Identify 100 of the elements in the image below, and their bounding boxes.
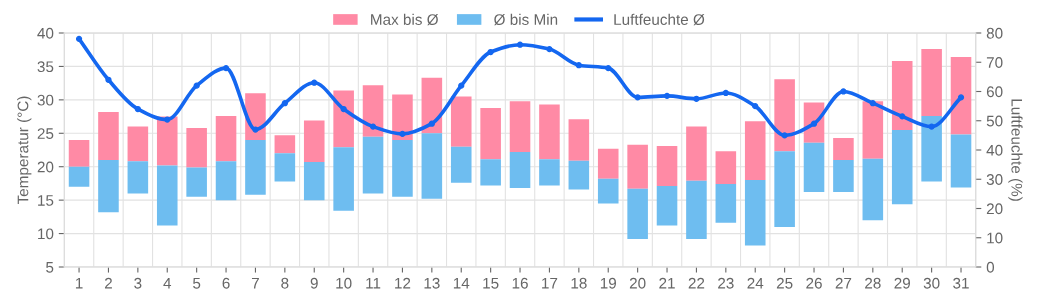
bar <box>98 160 119 213</box>
point <box>487 48 494 56</box>
point <box>516 41 524 48</box>
point <box>663 92 671 100</box>
bar <box>156 116 178 166</box>
legend-label: Max bis Ø <box>371 13 439 26</box>
y-axis-title: Temperatur (°C) <box>17 96 32 205</box>
bar <box>303 120 325 163</box>
x-tick-label: 21 <box>659 277 675 289</box>
x-tick-label: 30 <box>923 277 940 289</box>
point <box>164 116 171 123</box>
y2-tick-label: 50 <box>986 115 1003 127</box>
point <box>105 76 112 83</box>
bar <box>68 166 90 187</box>
x-tick-label: 11 <box>366 277 381 289</box>
point <box>722 89 729 97</box>
x-tick-label: 9 <box>310 277 318 289</box>
y-tick-label: 10 <box>38 228 54 240</box>
bar <box>568 160 590 190</box>
bar <box>950 134 972 188</box>
x-tick-label: 12 <box>395 277 411 289</box>
bar <box>274 153 296 182</box>
bar <box>480 107 501 160</box>
bar <box>744 180 766 246</box>
point <box>752 102 759 110</box>
bar <box>921 115 942 182</box>
y2-tick-label: 20 <box>986 203 1003 215</box>
point <box>546 45 553 53</box>
y2-axis-title: Luftfeuchte (%) <box>1008 99 1023 201</box>
point <box>134 105 141 113</box>
bar <box>597 148 619 179</box>
point <box>428 120 435 127</box>
bar <box>245 139 266 195</box>
y-tick-label: 20 <box>37 161 54 173</box>
bar <box>392 94 413 140</box>
x-tick-label: 13 <box>424 277 440 289</box>
x-tick-label: 25 <box>776 277 793 289</box>
bar <box>215 161 237 201</box>
bar <box>950 57 972 135</box>
bar <box>186 127 207 168</box>
bar <box>656 145 678 187</box>
x-tick-label: 22 <box>688 277 705 289</box>
bar <box>774 151 795 227</box>
bar <box>686 126 707 181</box>
point <box>340 105 347 113</box>
x-tick-label: 2 <box>104 277 112 289</box>
y-tick-label: 35 <box>37 61 54 73</box>
bar <box>715 151 737 185</box>
x-tick-label: 19 <box>600 277 617 289</box>
bar <box>127 161 149 194</box>
point <box>605 64 612 72</box>
point <box>75 35 83 42</box>
x-tick-label: 24 <box>747 277 764 289</box>
y-tick-label: 25 <box>37 128 54 139</box>
legend-label: Luftfeuchte Ø <box>614 13 705 26</box>
point <box>634 94 641 101</box>
point <box>193 82 200 89</box>
bar <box>362 136 384 194</box>
y2-tick-label: 0 <box>986 261 995 273</box>
point <box>810 120 818 127</box>
bar <box>156 165 178 226</box>
x-tick-label: 23 <box>718 277 734 289</box>
y2-tick-label: 30 <box>986 174 1003 185</box>
x-tick-label: 10 <box>336 277 352 289</box>
x-tick-label: 5 <box>193 277 201 289</box>
point <box>458 82 465 89</box>
point <box>369 123 377 130</box>
bar <box>362 85 384 137</box>
bar <box>891 61 913 130</box>
y-tick-label: 30 <box>37 94 54 106</box>
bar <box>539 159 560 186</box>
bar <box>274 135 296 154</box>
point <box>840 88 847 95</box>
x-tick-label: 4 <box>163 277 172 289</box>
bar <box>921 49 942 116</box>
bar <box>627 188 648 239</box>
x-tick-label: 15 <box>483 277 499 289</box>
bar <box>862 158 884 221</box>
bar <box>392 139 413 197</box>
point <box>899 113 906 120</box>
bar <box>333 147 354 211</box>
bar <box>833 160 854 193</box>
x-tick-label: 14 <box>453 277 470 289</box>
y2-tick-label: 70 <box>986 57 1003 68</box>
point <box>399 130 406 138</box>
bar <box>597 178 619 204</box>
point <box>222 64 230 72</box>
bar <box>744 121 766 181</box>
legend-label: Ø bis Min <box>494 13 558 26</box>
y-tick-label: 5 <box>46 262 54 273</box>
bar <box>303 162 325 201</box>
point <box>281 100 288 107</box>
bar <box>715 184 737 223</box>
y2-tick-label: 60 <box>986 86 1003 98</box>
x-tick-label: 17 <box>542 277 558 289</box>
y2-tick-label: 80 <box>986 27 1003 39</box>
point <box>869 100 876 107</box>
point <box>957 94 965 101</box>
bar <box>127 126 149 162</box>
bar <box>68 139 90 167</box>
